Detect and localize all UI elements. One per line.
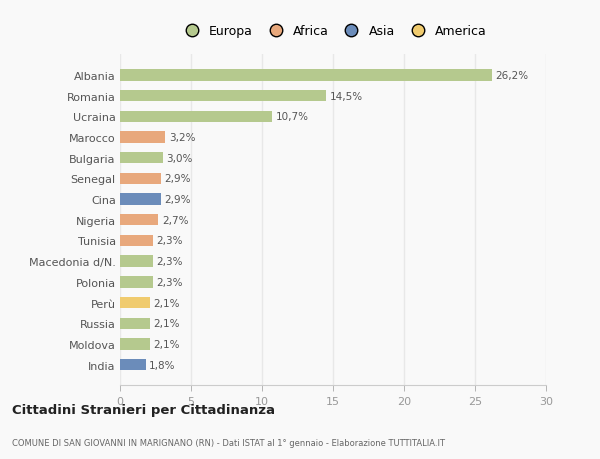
Text: 3,0%: 3,0% — [166, 153, 193, 163]
Bar — [120, 112, 272, 123]
Text: 2,3%: 2,3% — [156, 236, 183, 246]
Text: 14,5%: 14,5% — [329, 91, 362, 101]
Text: COMUNE DI SAN GIOVANNI IN MARIGNANO (RN) - Dati ISTAT al 1° gennaio - Elaborazio: COMUNE DI SAN GIOVANNI IN MARIGNANO (RN)… — [12, 438, 445, 447]
Text: 2,1%: 2,1% — [154, 319, 180, 329]
Bar — [120, 70, 492, 81]
Bar — [120, 91, 326, 102]
Text: 2,7%: 2,7% — [162, 215, 188, 225]
Text: 2,9%: 2,9% — [165, 195, 191, 205]
Legend: Europa, Africa, Asia, America: Europa, Africa, Asia, America — [179, 25, 487, 38]
Bar — [120, 256, 152, 267]
Bar — [120, 194, 161, 205]
Text: Cittadini Stranieri per Cittadinanza: Cittadini Stranieri per Cittadinanza — [12, 403, 275, 416]
Text: 1,8%: 1,8% — [149, 360, 176, 370]
Text: 3,2%: 3,2% — [169, 133, 196, 143]
Text: 2,3%: 2,3% — [156, 257, 183, 267]
Bar — [120, 297, 150, 308]
Text: 2,3%: 2,3% — [156, 277, 183, 287]
Bar — [120, 153, 163, 164]
Text: 10,7%: 10,7% — [275, 112, 308, 122]
Text: 26,2%: 26,2% — [496, 71, 529, 81]
Bar — [120, 318, 150, 329]
Text: 2,1%: 2,1% — [154, 339, 180, 349]
Bar — [120, 277, 152, 288]
Bar — [120, 359, 146, 370]
Bar — [120, 339, 150, 350]
Bar — [120, 132, 166, 143]
Bar — [120, 174, 161, 185]
Bar — [120, 235, 152, 246]
Bar — [120, 215, 158, 226]
Text: 2,1%: 2,1% — [154, 298, 180, 308]
Text: 2,9%: 2,9% — [165, 174, 191, 184]
